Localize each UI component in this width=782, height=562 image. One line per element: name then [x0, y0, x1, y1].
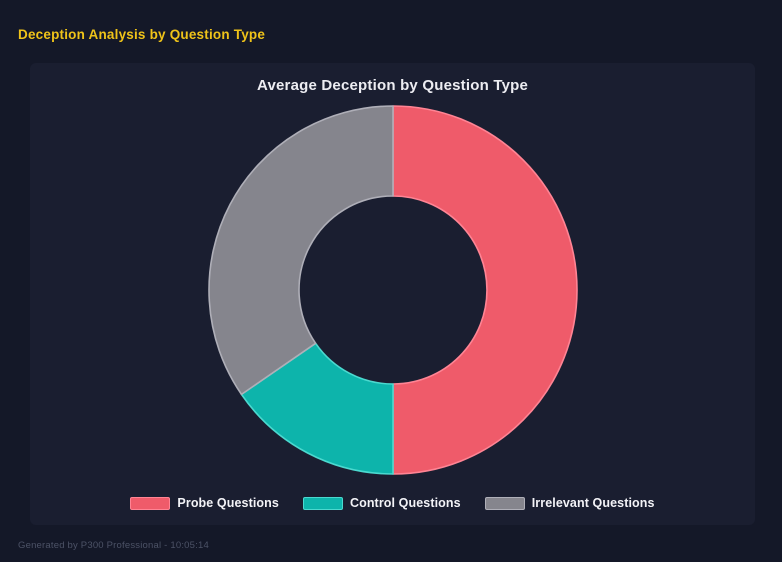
- legend-swatch: [484, 496, 525, 510]
- doughnut-slice-probe-questions[interactable]: [391, 105, 578, 475]
- legend-label: Irrelevant Questions: [531, 496, 655, 510]
- doughnut-slice-irrelevant-questions[interactable]: [207, 105, 394, 396]
- legend-label: Control Questions: [349, 496, 461, 510]
- chart-legend: Probe Questions Control Questions Irreleva…: [30, 496, 755, 510]
- legend-item-control-questions[interactable]: Control Questions: [302, 496, 461, 510]
- legend-item-probe-questions[interactable]: Probe Questions: [130, 496, 279, 510]
- doughnut-chart: [207, 105, 578, 475]
- legend-label: Probe Questions: [177, 496, 279, 510]
- chart-panel: Average Deception by Question Type Probe…: [30, 63, 755, 525]
- legend-swatch: [302, 496, 343, 510]
- chart-title: Average Deception by Question Type: [256, 77, 529, 94]
- legend-swatch: [130, 496, 171, 510]
- footer-status-text: Generated by P300 Professional - 10:05:1…: [18, 540, 209, 551]
- legend-item-irrelevant-questions[interactable]: Irrelevant Questions: [484, 496, 655, 510]
- page-title: Deception Analysis by Question Type: [18, 27, 266, 42]
